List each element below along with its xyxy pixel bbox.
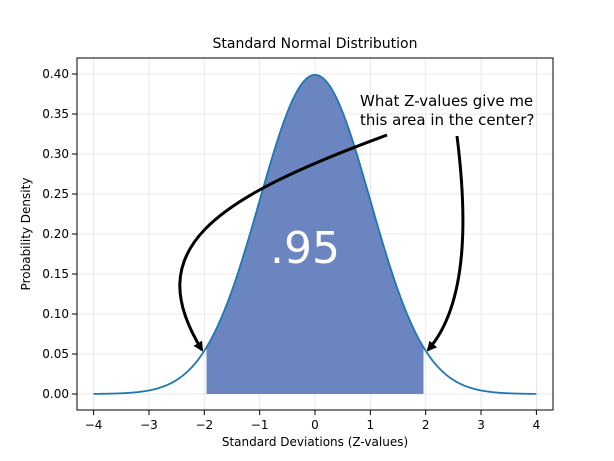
y-tick-label: 0.35	[42, 107, 69, 121]
curve-group	[93, 73, 537, 395]
left-arrow	[178, 133, 388, 352]
y-tick-label: 0.30	[42, 147, 69, 161]
density-curve	[93, 73, 537, 395]
shaded-area	[206, 74, 424, 394]
x-axis-ticks: −4 −3 −2 −1 0 1 2 3 4	[85, 410, 540, 432]
x-tick-label: 4	[533, 418, 541, 432]
y-tick-label: 0.20	[42, 227, 69, 241]
question-line-1: What Z-values give me	[360, 92, 533, 110]
x-tick-label: −4	[85, 418, 103, 432]
y-tick-label: 0.00	[42, 387, 69, 401]
y-tick-label: 0.10	[42, 307, 69, 321]
y-tick-label: 0.25	[42, 187, 69, 201]
y-axis-label: Probability Density	[19, 178, 33, 291]
right-arrow	[426, 135, 465, 352]
x-tick-label: −2	[195, 418, 213, 432]
x-tick-label: −1	[251, 418, 269, 432]
y-tick-label: 0.15	[42, 267, 69, 281]
x-tick-label: 1	[367, 418, 375, 432]
x-axis-label: Standard Deviations (Z-values)	[222, 435, 408, 449]
y-axis-ticks: 0.00 0.05 0.10 0.15 0.20 0.25 0.30 0.35 0.40	[42, 67, 77, 401]
x-tick-label: 0	[311, 418, 319, 432]
y-tick-label: 0.40	[42, 67, 69, 81]
question-line-2: this area in the center?	[360, 111, 534, 129]
area-label: .95	[270, 223, 340, 274]
chart-title: Standard Normal Distribution	[213, 36, 418, 52]
x-tick-label: −3	[140, 418, 158, 432]
x-tick-label: 2	[422, 418, 430, 432]
x-tick-label: 3	[477, 418, 485, 432]
shaded-area-group	[206, 74, 424, 394]
y-tick-label: 0.05	[42, 347, 69, 361]
